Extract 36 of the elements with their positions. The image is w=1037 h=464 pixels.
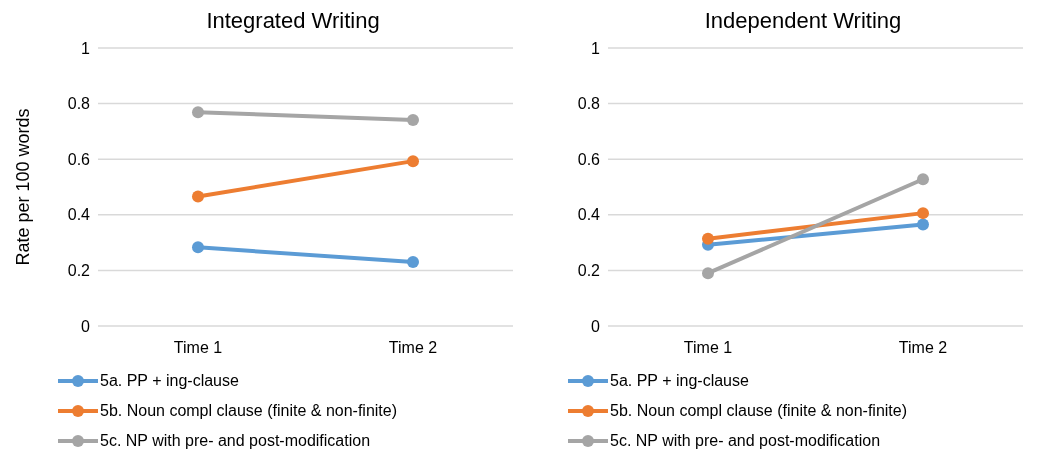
x-tick-label: Time 1 xyxy=(683,339,733,357)
legend-label: 5b. Noun compl clause (finite & non-finite) xyxy=(100,402,398,420)
point xyxy=(407,155,419,168)
point xyxy=(192,106,204,119)
point xyxy=(192,241,204,254)
point xyxy=(407,114,419,126)
y-tick-label: 0.8 xyxy=(577,95,601,113)
y-tick-label: 0.2 xyxy=(577,262,601,280)
point xyxy=(917,218,929,231)
chart-title: Independent Writing xyxy=(703,8,903,35)
point xyxy=(917,173,929,186)
legend-label: 5a. PP + ing-clause xyxy=(610,372,749,390)
y-axis-title: Rate per 100 words xyxy=(13,108,34,266)
y-tick-label: 0 xyxy=(81,317,91,335)
point xyxy=(407,256,419,269)
chart-title: Integrated Writing xyxy=(205,8,381,35)
x-tick-label: Time 2 xyxy=(388,339,438,357)
point xyxy=(702,232,714,245)
y-tick-label: 1 xyxy=(81,39,91,57)
y-tick-label: 0.4 xyxy=(577,206,601,224)
y-tick-label: 0.6 xyxy=(67,150,91,168)
y-tick-label: 0.6 xyxy=(577,150,601,168)
x-tick-label: Time 1 xyxy=(173,339,223,357)
x-tick-label: Time 2 xyxy=(898,339,948,357)
point xyxy=(192,190,204,203)
legend-label: 5a. PP + ing-clause xyxy=(100,372,239,390)
point xyxy=(917,207,929,220)
y-tick-label: 0 xyxy=(591,317,601,335)
y-tick-label: 1 xyxy=(591,39,601,57)
point xyxy=(702,267,714,280)
y-tick-label: 0.4 xyxy=(67,206,91,224)
legend-label: 5c. NP with pre- and post-modification xyxy=(100,432,371,450)
legend-label: 5c. NP with pre- and post-modification xyxy=(610,432,881,450)
y-tick-label: 0.2 xyxy=(67,262,91,280)
y-tick-label: 0.8 xyxy=(67,95,91,113)
legend-label: 5b. Noun compl clause (finite & non-finite) xyxy=(610,402,908,420)
